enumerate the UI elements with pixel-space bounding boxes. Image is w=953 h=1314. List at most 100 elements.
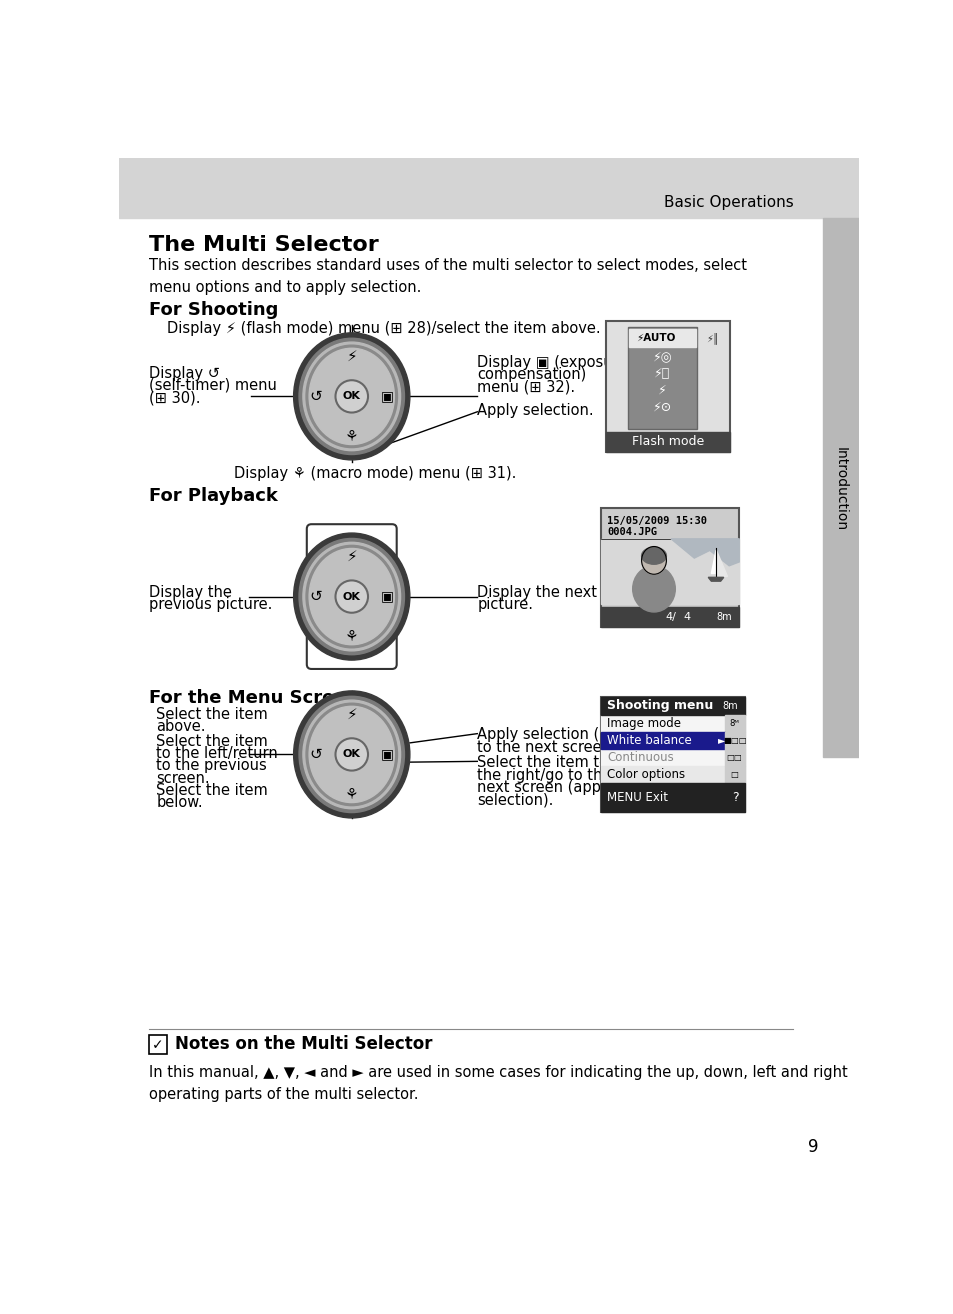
Polygon shape <box>716 551 726 576</box>
Text: below.: below. <box>156 795 203 811</box>
Bar <box>600 509 739 627</box>
Text: (⊞ 30).: (⊞ 30). <box>149 390 200 405</box>
Text: Display ⚡ (flash mode) menu (⊞ 28)/select the item above.: Display ⚡ (flash mode) menu (⊞ 28)/selec… <box>167 321 600 336</box>
Text: ⚘: ⚘ <box>345 428 358 444</box>
Text: previous picture.: previous picture. <box>149 598 272 612</box>
Text: ⚡AUTO: ⚡AUTO <box>636 332 676 343</box>
Text: This section describes standard uses of the multi selector to select modes, sele: This section describes standard uses of … <box>149 258 746 294</box>
Text: the right/go to the: the right/go to the <box>476 767 611 783</box>
Bar <box>600 749 723 766</box>
Text: selection).: selection). <box>476 792 553 807</box>
Ellipse shape <box>335 581 368 612</box>
Text: OK: OK <box>342 392 360 401</box>
Text: OK: OK <box>342 591 360 602</box>
Text: above.: above. <box>156 719 206 735</box>
Text: compensation): compensation) <box>476 367 586 382</box>
Ellipse shape <box>306 545 397 648</box>
Bar <box>723 749 744 766</box>
Bar <box>600 766 723 783</box>
Bar <box>600 539 739 604</box>
Ellipse shape <box>306 346 397 448</box>
Bar <box>600 607 739 627</box>
Text: ▣: ▣ <box>380 590 394 603</box>
Text: Select the item to: Select the item to <box>476 756 608 770</box>
Ellipse shape <box>309 548 394 645</box>
Text: to the left/return: to the left/return <box>156 746 278 761</box>
Ellipse shape <box>335 738 368 770</box>
Text: 0004.JPG: 0004.JPG <box>607 527 657 536</box>
Ellipse shape <box>294 533 410 660</box>
Text: For Playback: For Playback <box>149 487 277 506</box>
Text: For the Menu Screen: For the Menu Screen <box>149 689 358 707</box>
Text: In this manual, ▲, ▼, ◄ and ► are used in some cases for indicating the up, down: In this manual, ▲, ▼, ◄ and ► are used i… <box>149 1064 846 1102</box>
Text: Display the: Display the <box>149 585 232 600</box>
Text: □: □ <box>730 770 738 779</box>
Text: Select the item: Select the item <box>156 733 268 749</box>
Text: Continuous: Continuous <box>607 752 674 763</box>
Bar <box>600 696 744 812</box>
Text: Apply selection.: Apply selection. <box>476 402 594 418</box>
Bar <box>822 218 858 757</box>
FancyBboxPatch shape <box>307 524 396 669</box>
Text: □□: □□ <box>726 753 741 762</box>
Text: ■□□: ■□□ <box>722 736 745 745</box>
Text: ⚡: ⚡ <box>346 707 356 721</box>
Bar <box>119 158 858 218</box>
Text: ↺: ↺ <box>310 746 322 762</box>
Text: screen.: screen. <box>156 770 210 786</box>
Text: Flash mode: Flash mode <box>631 435 703 448</box>
Ellipse shape <box>303 342 400 451</box>
Text: Display ↺: Display ↺ <box>149 365 219 381</box>
Text: ⚡⊙: ⚡⊙ <box>652 401 672 414</box>
Text: Shooting menu: Shooting menu <box>607 699 713 712</box>
Ellipse shape <box>309 707 394 803</box>
Ellipse shape <box>303 700 400 808</box>
Text: ✓: ✓ <box>152 1038 164 1051</box>
Text: picture.: picture. <box>476 598 533 612</box>
Text: The Multi Selector: The Multi Selector <box>149 235 378 255</box>
Text: Notes on the Multi Selector: Notes on the Multi Selector <box>174 1035 432 1054</box>
Ellipse shape <box>309 348 394 444</box>
Text: ⚘: ⚘ <box>345 629 358 644</box>
Text: 4/: 4/ <box>665 612 676 623</box>
Bar <box>723 715 744 732</box>
Text: Display ▣ (exposure: Display ▣ (exposure <box>476 355 627 369</box>
Text: ⚡: ⚡ <box>346 549 356 564</box>
Text: ⚡◎: ⚡◎ <box>652 350 672 363</box>
Text: Basic Operations: Basic Operations <box>663 194 793 210</box>
Text: 8m: 8m <box>722 700 738 711</box>
Text: ⚘: ⚘ <box>345 787 358 802</box>
Ellipse shape <box>641 547 666 574</box>
Bar <box>600 732 723 749</box>
Text: ⚡║: ⚡║ <box>706 332 719 344</box>
Text: ▣: ▣ <box>380 748 394 761</box>
Text: menu (⊞ 32).: menu (⊞ 32). <box>476 380 575 394</box>
Text: Apply selection (Go: Apply selection (Go <box>476 728 619 742</box>
Ellipse shape <box>303 543 400 650</box>
Bar <box>149 1035 167 1054</box>
Text: to the next screen).: to the next screen). <box>476 740 621 754</box>
Text: to the previous: to the previous <box>156 758 267 773</box>
Text: ▣: ▣ <box>380 389 394 403</box>
Ellipse shape <box>298 539 404 654</box>
Bar <box>605 432 729 452</box>
Text: Introduction: Introduction <box>833 447 847 531</box>
Text: 8m: 8m <box>715 612 731 623</box>
Text: Select the item: Select the item <box>156 707 268 721</box>
Ellipse shape <box>641 548 666 564</box>
Ellipse shape <box>298 338 404 455</box>
Text: Select the item: Select the item <box>156 783 268 798</box>
Text: 8ᴹ: 8ᴹ <box>729 719 739 728</box>
Ellipse shape <box>294 691 410 817</box>
Text: Display the next: Display the next <box>476 585 597 600</box>
Text: ?: ? <box>731 791 738 804</box>
Bar <box>627 327 697 428</box>
Text: next screen (apply: next screen (apply <box>476 779 614 795</box>
Polygon shape <box>707 577 723 581</box>
Ellipse shape <box>335 380 368 413</box>
Text: ⚡: ⚡ <box>658 384 666 397</box>
Text: OK: OK <box>342 749 360 759</box>
Bar <box>723 732 744 749</box>
Bar <box>600 783 744 812</box>
Text: ⚡: ⚡ <box>346 348 356 364</box>
